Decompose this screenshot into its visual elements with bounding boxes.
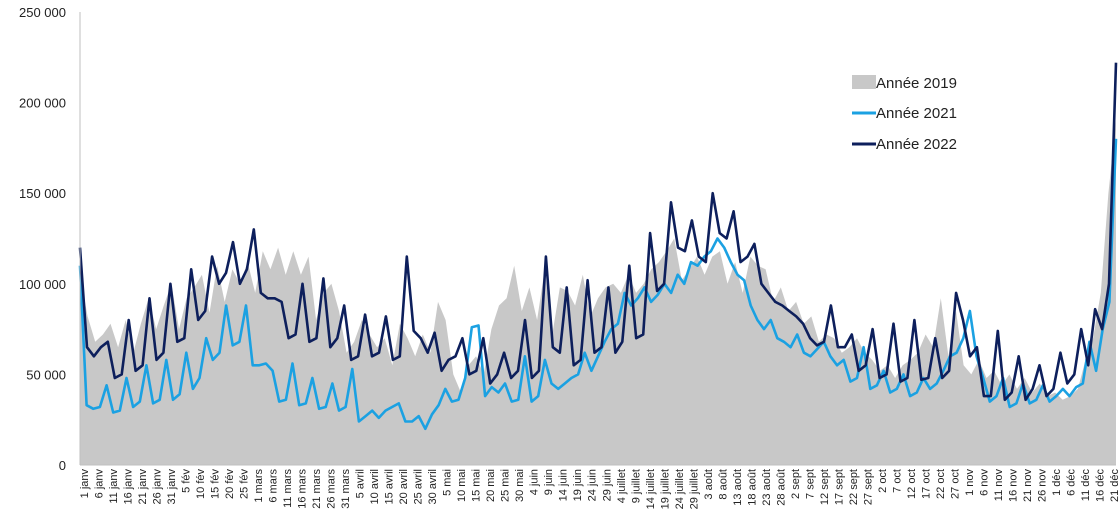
y-tick-label: 200 000 — [19, 96, 66, 111]
x-tick-label: 15 fév — [210, 469, 222, 499]
x-tick-label: 21 janv — [137, 469, 149, 505]
x-tick-label: 25 avril — [413, 469, 425, 504]
x-tick-label: 16 déc — [1095, 469, 1107, 503]
x-tick-label: 15 avril — [384, 469, 396, 504]
x-tick-label: 1 nov — [964, 469, 976, 496]
x-tick-label: 30 mai — [514, 469, 526, 502]
x-tick-label: 7 sept — [804, 469, 816, 499]
x-tick-label: 15 mai — [471, 469, 483, 502]
y-tick-label: 250 000 — [19, 5, 66, 20]
x-tick-label: 19 juin — [572, 469, 584, 501]
x-tick-label: 2 sept — [790, 469, 802, 499]
x-tick-label: 26 mars — [326, 469, 338, 509]
x-tick-label: 23 août — [761, 469, 773, 506]
x-tick-label: 20 avril — [398, 469, 410, 504]
x-tick-label: 22 sept — [848, 469, 860, 505]
x-tick-label: 19 juillet — [659, 469, 671, 509]
x-tick-label: 11 janv — [108, 469, 120, 504]
x-tick-label: 25 mai — [500, 469, 512, 502]
y-tick-labels: 0 50 000 100 000 150 000 200 000 250 000 — [19, 5, 66, 473]
legend-label-2021: Année 2021 — [876, 105, 957, 122]
x-tick-label: 6 nov — [978, 469, 990, 496]
x-tick-label: 1 janv — [79, 469, 91, 499]
x-tick-label: 16 janv — [123, 469, 135, 505]
y-tick-label: 50 000 — [26, 367, 66, 382]
x-tick-label: 18 août — [746, 469, 758, 506]
x-tick-label: 25 fév — [239, 469, 251, 499]
x-tick-label: 3 août — [703, 469, 715, 500]
x-tick-label: 16 nov — [1008, 469, 1020, 503]
x-tick-label: 21 nov — [1022, 469, 1034, 503]
x-tick-label: 31 janv — [166, 469, 178, 505]
legend-label-2019: Année 2019 — [876, 75, 957, 92]
x-tick-label: 17 sept — [833, 469, 845, 505]
x-tick-label: 11 déc — [1080, 469, 1092, 502]
x-tick-label: 11 mars — [282, 469, 294, 508]
legend-label-2022: Année 2022 — [876, 136, 957, 153]
x-tick-label: 10 avril — [369, 469, 381, 504]
x-tick-label: 6 mars — [268, 469, 280, 503]
x-tick-label: 1 mars — [253, 469, 265, 503]
x-tick-labels: 1 janv 6 janv 11 janv 16 janv 21 janv 26 janv… — [79, 469, 1118, 510]
x-tick-label: 10 fév — [195, 469, 207, 499]
x-tick-label: 24 juin — [587, 469, 599, 501]
x-tick-label: 28 août — [775, 469, 787, 506]
x-tick-label: 2 oct — [877, 469, 889, 493]
legend-swatch-2019 — [852, 75, 876, 89]
x-tick-label: 21 mars — [311, 469, 323, 509]
x-tick-label: 4 juillet — [616, 469, 628, 503]
x-tick-label: 13 août — [732, 469, 744, 506]
x-tick-label: 5 mai — [442, 469, 454, 496]
x-tick-label: 6 janv — [94, 469, 106, 499]
x-tick-label: 22 oct — [935, 469, 947, 499]
legend: Année 2019 Année 2021 Année 2022 — [852, 75, 957, 153]
x-tick-label: 29 juin — [601, 469, 613, 501]
x-tick-label: 14 juin — [558, 469, 570, 501]
x-tick-label: 17 oct — [920, 469, 932, 499]
x-tick-label: 12 oct — [906, 469, 918, 499]
x-tick-label: 21 déc — [1109, 469, 1118, 503]
y-tick-label: 150 000 — [19, 186, 66, 201]
x-tick-label: 11 nov — [993, 469, 1005, 502]
x-tick-label: 7 oct — [891, 469, 903, 493]
x-tick-label: 20 fév — [224, 469, 236, 499]
y-tick-label: 100 000 — [19, 277, 66, 292]
x-tick-label: 29 juillet — [688, 469, 700, 509]
x-tick-label: 24 juillet — [674, 469, 686, 509]
x-tick-label: 14 juillet — [645, 469, 657, 509]
x-tick-label: 1 déc — [1051, 469, 1063, 496]
x-tick-label: 6 déc — [1066, 469, 1078, 496]
x-tick-label: 9 juillet — [630, 469, 642, 503]
x-tick-label: 8 août — [717, 469, 729, 500]
x-tick-label: 5 fév — [181, 469, 193, 493]
x-tick-label: 26 nov — [1037, 469, 1049, 503]
x-tick-label: 20 mai — [485, 469, 497, 502]
y-tick-label: 0 — [59, 458, 66, 473]
x-tick-label: 27 oct — [949, 469, 961, 499]
series-area-0 — [80, 121, 1116, 465]
x-tick-label: 31 mars — [340, 469, 352, 509]
area-layer — [80, 121, 1116, 465]
x-tick-label: 9 juin — [543, 469, 555, 495]
x-tick-label: 5 avril — [355, 469, 367, 498]
x-tick-label: 12 sept — [819, 469, 831, 505]
x-tick-label: 10 mai — [456, 469, 468, 502]
x-tick-label: 27 sept — [862, 469, 874, 505]
x-tick-label: 30 avril — [427, 469, 439, 504]
x-tick-label: 4 juin — [529, 469, 541, 495]
x-tick-label: 16 mars — [297, 469, 309, 509]
x-tick-label: 26 janv — [152, 469, 164, 505]
